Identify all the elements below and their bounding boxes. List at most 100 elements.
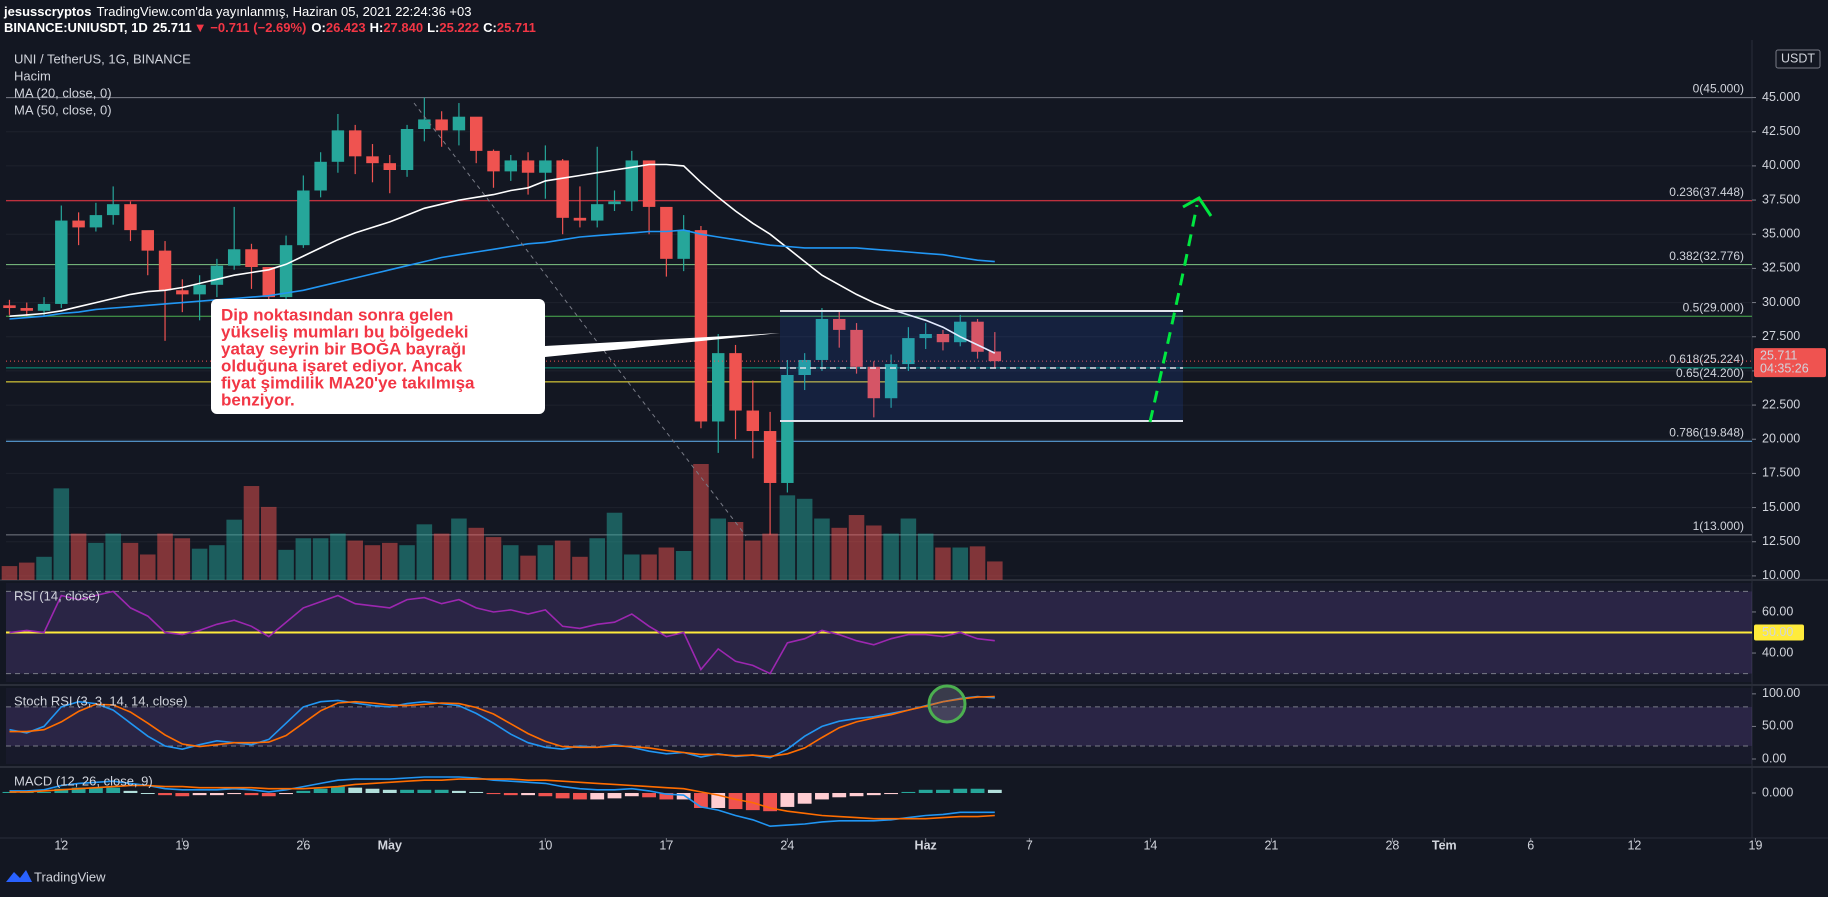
candle-body	[590, 204, 604, 221]
candle-body	[677, 230, 690, 259]
indicator-line	[9, 695, 995, 759]
histogram-bar	[348, 787, 363, 794]
volume-bar	[814, 518, 830, 580]
volume-bar	[606, 512, 623, 580]
ohlc-key: C:	[483, 20, 497, 35]
annotation-line: yatay seyrin bir BOĞA bayrağı	[221, 339, 466, 358]
volume-bar	[675, 551, 692, 580]
histogram-bar	[244, 793, 259, 796]
pane-title: UNI / TetherUS, 1G, BINANCE	[14, 51, 191, 66]
volume-bar	[381, 542, 398, 580]
histogram-bar	[296, 790, 311, 794]
volume-bar	[347, 540, 363, 580]
candle-body	[660, 206, 673, 259]
indicator-line	[9, 695, 995, 758]
candle-body	[867, 366, 881, 399]
candle-body	[712, 353, 725, 422]
histogram-bar	[676, 793, 691, 800]
annotation-line: benziyor.	[221, 390, 295, 409]
histogram-bar	[503, 793, 518, 796]
ohlc-key: O:	[311, 20, 325, 35]
ohlc-value: 25.711	[497, 20, 536, 35]
histogram-bar	[607, 793, 622, 799]
volume-bar	[1, 566, 18, 580]
volume-bar	[935, 547, 951, 580]
price-badge	[1754, 348, 1826, 378]
volume-bar	[883, 533, 899, 580]
volume-bar	[468, 527, 484, 580]
volume-bar	[589, 538, 605, 580]
x-tick-label: 26	[296, 838, 310, 852]
histogram-bar	[54, 788, 69, 794]
candle-body	[141, 230, 154, 251]
volume-bar	[866, 525, 882, 580]
candle-body	[919, 334, 932, 339]
candle-body	[642, 160, 656, 207]
indicator-line	[9, 590, 995, 675]
volume-bar	[416, 524, 433, 580]
histogram-bar	[521, 793, 535, 796]
candle-body	[746, 410, 760, 432]
histogram-bar	[745, 793, 760, 811]
annotation-line: olduğuna işaret ediyor. Ancak	[221, 356, 463, 375]
y-tick-label: 0.00	[1762, 751, 1786, 765]
y-tick-label: 22.500	[1762, 397, 1800, 411]
histogram-bar	[158, 793, 172, 796]
histogram-bar	[780, 793, 795, 807]
price-badge-value: 25.711	[1760, 348, 1797, 362]
candle-body	[279, 245, 293, 298]
volume-bar	[658, 547, 675, 580]
volume-bar	[88, 542, 104, 580]
volume-bar	[762, 533, 778, 580]
histogram-bar	[624, 793, 639, 797]
fib-label: 0.382(32.776)	[1669, 249, 1744, 263]
x-tick-label: 12	[54, 838, 68, 852]
histogram-bar	[538, 793, 553, 797]
volume-bar	[260, 506, 277, 580]
candle-body	[487, 150, 500, 172]
histogram-bar	[106, 787, 121, 794]
last: 25.711	[153, 20, 192, 35]
histogram-bar	[37, 791, 51, 794]
histogram-bar	[884, 793, 899, 795]
candle-body	[72, 220, 85, 228]
footer: TradingView	[6, 869, 106, 884]
x-tick-label: 10	[538, 838, 552, 852]
candle-body	[521, 160, 535, 173]
histogram-bar	[382, 789, 397, 794]
candle-body	[89, 215, 103, 228]
histogram-bar	[140, 793, 155, 795]
y-tick-label: 50.00	[1762, 719, 1793, 733]
price-badge-countdown: 04:35:26	[1760, 361, 1809, 375]
volume-bar	[485, 537, 502, 580]
fib-label: 0.65(24.200)	[1676, 366, 1744, 380]
y-tick-label: 10.000	[1762, 568, 1800, 582]
indicator-line	[9, 229, 995, 320]
candle-body	[210, 265, 224, 285]
midline-badge	[1754, 624, 1804, 641]
candle-body	[556, 160, 569, 218]
candle-body	[608, 201, 621, 205]
candle-body	[833, 318, 846, 330]
candle-body	[331, 130, 345, 162]
y-tick-label: 40.00	[1762, 645, 1793, 659]
volume-bar	[174, 538, 191, 580]
change: ▼ −0.711 (−2.69%)	[194, 20, 307, 35]
annotation-line: fiyat şimdilik MA20'ye takılmışa	[221, 373, 475, 392]
projection-arrow	[1148, 204, 1199, 423]
candle-body	[694, 230, 708, 422]
volume-bar	[831, 527, 848, 580]
header-line-1: jesusscryptos TradingView.com'da yayınlan…	[3, 4, 471, 19]
candle-body	[366, 156, 379, 164]
candle-body	[193, 284, 206, 295]
histogram-bar	[849, 793, 864, 797]
volume-bar	[641, 554, 657, 580]
trend-line	[413, 102, 747, 537]
volume-bar	[520, 555, 536, 580]
histogram-bar	[918, 789, 933, 794]
candle-body	[106, 204, 120, 216]
candle-body	[400, 129, 414, 170]
volume-bar	[399, 545, 415, 580]
y-tick-label: 0.000	[1762, 785, 1793, 799]
